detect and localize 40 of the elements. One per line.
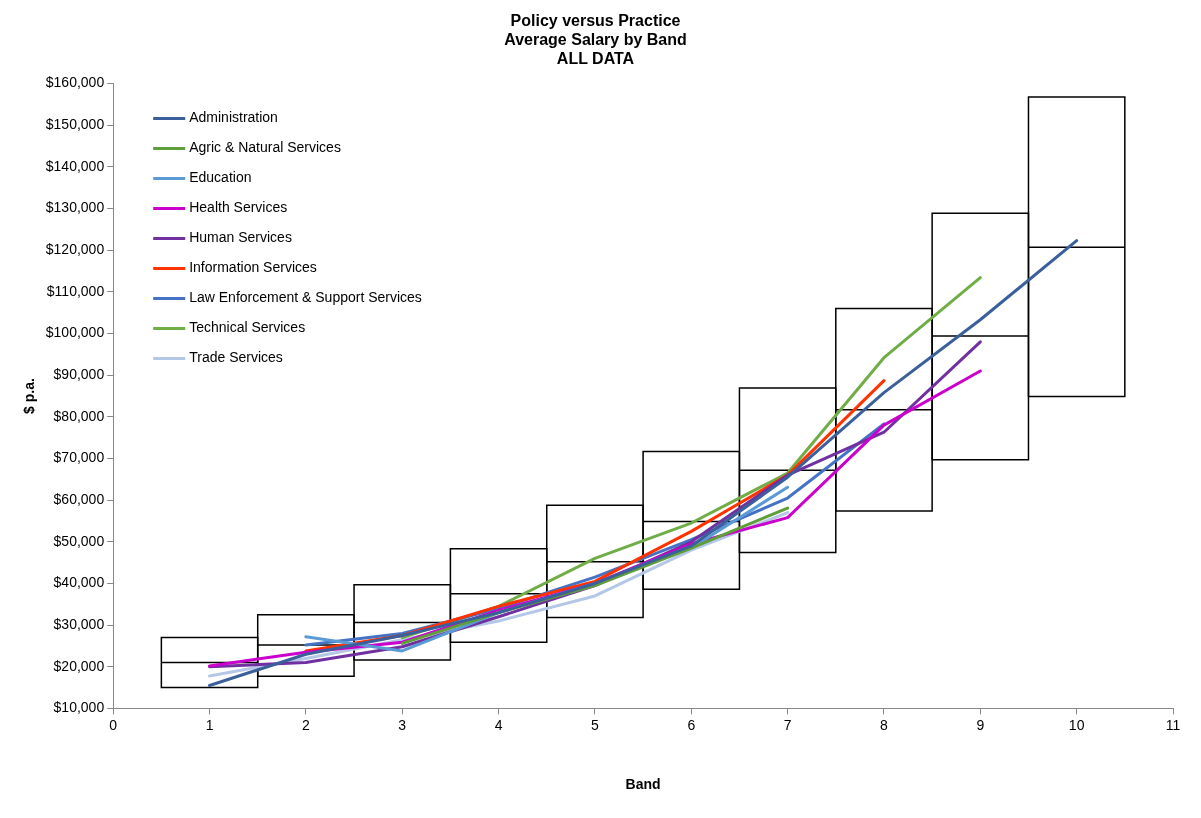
y-tick-label: $150,000 bbox=[45, 116, 105, 133]
y-tick-label: $40,000 bbox=[53, 574, 105, 591]
x-axis-title: Band bbox=[625, 776, 661, 793]
x-tick-label: 8 bbox=[880, 716, 889, 733]
y-tick-label: $160,000 bbox=[45, 74, 105, 91]
x-tick-label: 11 bbox=[1165, 716, 1181, 733]
legend-label: Technical Services bbox=[189, 319, 306, 336]
x-tick-label: 9 bbox=[976, 716, 985, 733]
y-tick-label: $70,000 bbox=[53, 449, 105, 466]
y-tick-label: $100,000 bbox=[45, 324, 105, 341]
x-tick-label: 3 bbox=[398, 716, 407, 733]
y-tick-label: $60,000 bbox=[53, 490, 105, 507]
legend-label: Health Services bbox=[189, 199, 288, 216]
x-tick-label: 1 bbox=[205, 716, 214, 733]
x-tick-label: 10 bbox=[1068, 716, 1085, 733]
legend-label: Trade Services bbox=[189, 349, 283, 366]
legend-label: Law Enforcement & Support Services bbox=[189, 289, 422, 306]
y-tick-label: $90,000 bbox=[53, 366, 105, 383]
x-tick-label: 6 bbox=[687, 716, 696, 733]
chart-title: Policy versus Practice Average Salary by Band ALL DATA bbox=[504, 12, 687, 68]
legend-label: Human Services bbox=[189, 229, 292, 246]
y-tick-label: $120,000 bbox=[45, 241, 105, 258]
y-tick-label: $80,000 bbox=[53, 407, 105, 424]
x-tick-label: 4 bbox=[494, 716, 503, 733]
legend-label: Information Services bbox=[189, 259, 317, 276]
y-tick-label: $20,000 bbox=[53, 657, 105, 674]
y-tick-label: $140,000 bbox=[45, 157, 105, 174]
x-tick-label: 7 bbox=[783, 716, 792, 733]
y-tick-label: $10,000 bbox=[53, 699, 105, 716]
x-tick-label: 0 bbox=[109, 716, 118, 733]
y-tick-label: $130,000 bbox=[45, 199, 105, 216]
legend-label: Administration bbox=[189, 109, 278, 126]
legend-label: Agric & Natural Services bbox=[189, 139, 341, 156]
y-tick-label: $30,000 bbox=[53, 615, 105, 632]
y-tick-label: $50,000 bbox=[53, 532, 105, 549]
y-axis-title: $ p.a. bbox=[21, 378, 38, 414]
x-tick-label: 5 bbox=[591, 716, 600, 733]
legend-label: Education bbox=[189, 169, 252, 186]
y-tick-label: $110,000 bbox=[46, 282, 105, 299]
x-tick-label: 2 bbox=[301, 716, 310, 733]
